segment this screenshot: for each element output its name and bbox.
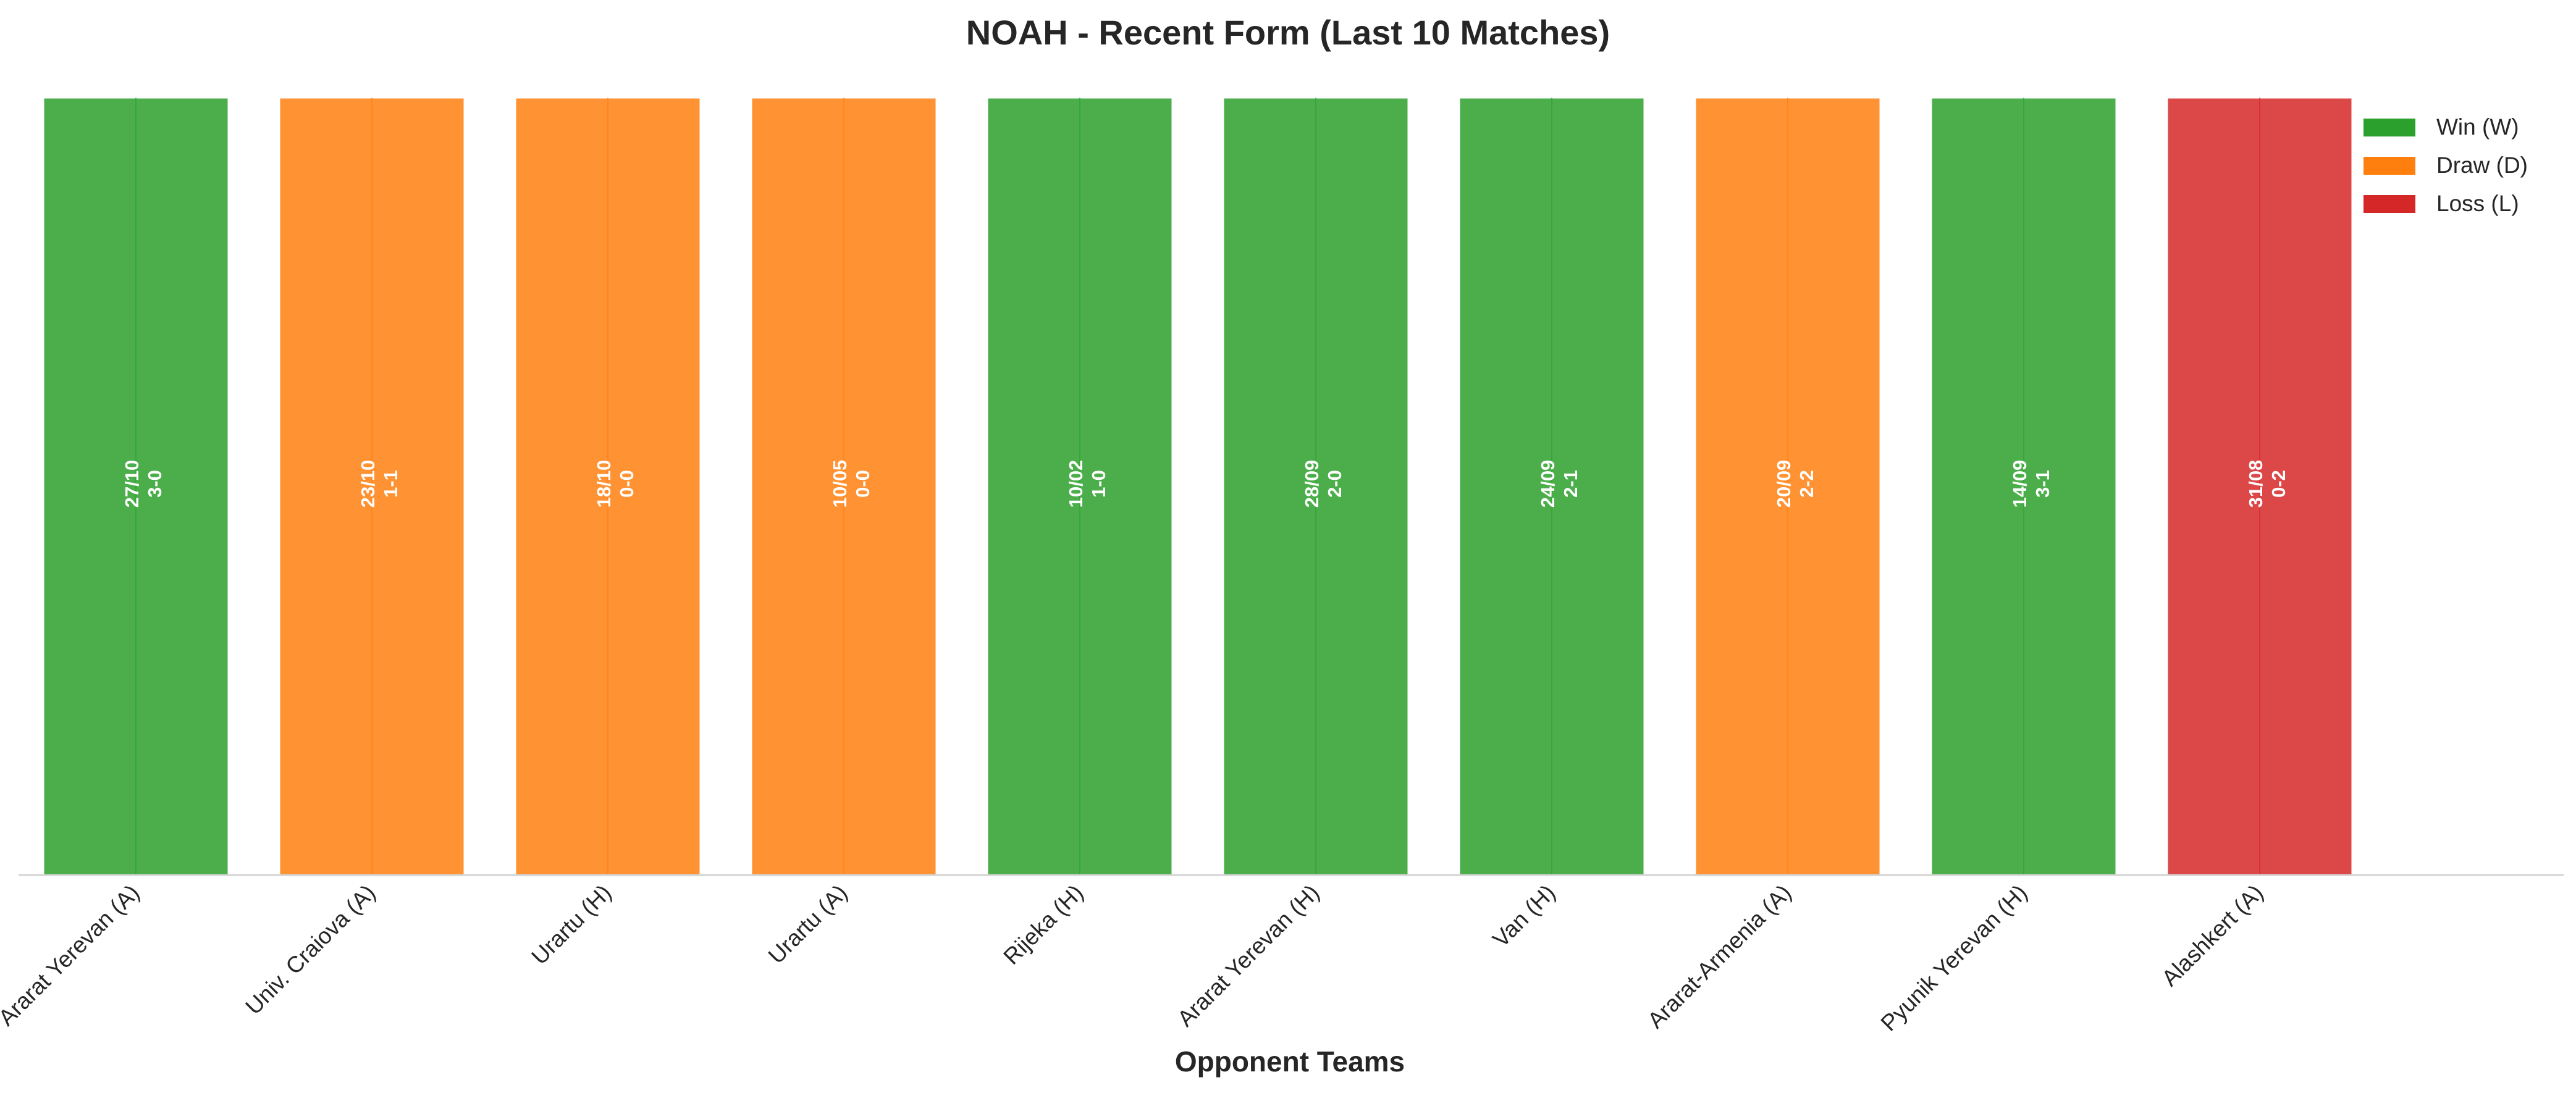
bar-score-9: 3-1 <box>2032 470 2053 498</box>
legend-swatch-d <box>2363 157 2415 175</box>
bar-date-9: 14/09 <box>2009 460 2031 508</box>
legend: Win (W) Draw (D) Loss (L) <box>2363 114 2528 216</box>
x-tick-label-6: Ararat Yerevan (H) <box>1172 880 1324 1032</box>
bar-label-1: 27/103-0 <box>121 460 166 508</box>
bar-score-2: 1-1 <box>380 470 402 498</box>
legend-label-l: Loss (L) <box>2436 191 2519 216</box>
x-tick-label-1: Ararat Yerevan (A) <box>0 880 145 1031</box>
bar-score-10: 0-2 <box>2268 470 2289 498</box>
bar-date-8: 20/09 <box>1773 460 1795 508</box>
bar-label-6: 28/092-0 <box>1301 460 1345 508</box>
bar-label-4: 10/050-0 <box>829 460 873 508</box>
bar-date-7: 24/09 <box>1537 460 1559 508</box>
bar-date-5: 10/02 <box>1065 460 1087 508</box>
bar-label-2: 23/101-1 <box>357 460 402 508</box>
x-tick-label-3: Urartu (H) <box>526 880 616 969</box>
bar-date-3: 18/10 <box>593 460 615 508</box>
x-tick-label-9: Pyunik Yerevan (H) <box>1876 880 2032 1036</box>
bar-score-3: 0-0 <box>616 470 638 498</box>
bar-score-4: 0-0 <box>852 470 873 498</box>
bar-date-6: 28/09 <box>1301 460 1323 508</box>
bar-label-8: 20/092-2 <box>1773 460 1817 508</box>
bar-date-4: 10/05 <box>829 460 851 508</box>
x-tick-label-4: Urartu (A) <box>764 880 852 969</box>
bars-layer <box>42 96 2354 876</box>
x-axis-label: Opponent Teams <box>1175 1045 1405 1078</box>
x-tick-labels: Ararat Yerevan (A) Univ. Craiova (A) Urart… <box>0 880 2268 1036</box>
legend-label-d: Draw (D) <box>2436 153 2528 178</box>
bar-label-3: 18/100-0 <box>593 460 638 508</box>
bar-score-5: 1-0 <box>1088 470 1109 498</box>
bar-score-8: 2-2 <box>1796 470 1817 498</box>
bar-score-1: 3-0 <box>144 470 166 498</box>
bar-label-5: 10/021-0 <box>1065 460 1109 508</box>
bar-labels-layer: 27/103-0 23/101-1 18/100-0 10/050-0 10/021-0… <box>121 460 2289 508</box>
legend-swatch-l <box>2363 195 2415 213</box>
bar-score-6: 2-0 <box>1324 470 1345 498</box>
legend-label-w: Win (W) <box>2436 114 2519 140</box>
bar-label-9: 14/093-1 <box>2009 460 2053 508</box>
x-tick-label-2: Univ. Craiova (A) <box>240 880 380 1020</box>
chart-title: NOAH - Recent Form (Last 10 Matches) <box>966 13 1610 52</box>
bar-date-2: 23/10 <box>357 460 379 508</box>
legend-swatch-w <box>2363 119 2415 136</box>
bar-score-7: 2-1 <box>1560 470 1581 498</box>
x-tick-label-10: Alashkert (A) <box>2157 880 2268 991</box>
bar-label-10: 31/080-2 <box>2245 460 2289 508</box>
bar-label-7: 24/092-1 <box>1537 460 1581 508</box>
bar-date-1: 27/10 <box>121 460 143 508</box>
x-tick-label-5: Rijeka (H) <box>998 880 1088 969</box>
bar-date-10: 31/08 <box>2245 460 2267 508</box>
x-tick-label-7: Van (H) <box>1488 880 1560 952</box>
x-tick-label-8: Ararat-Armenia (A) <box>1643 880 1796 1034</box>
